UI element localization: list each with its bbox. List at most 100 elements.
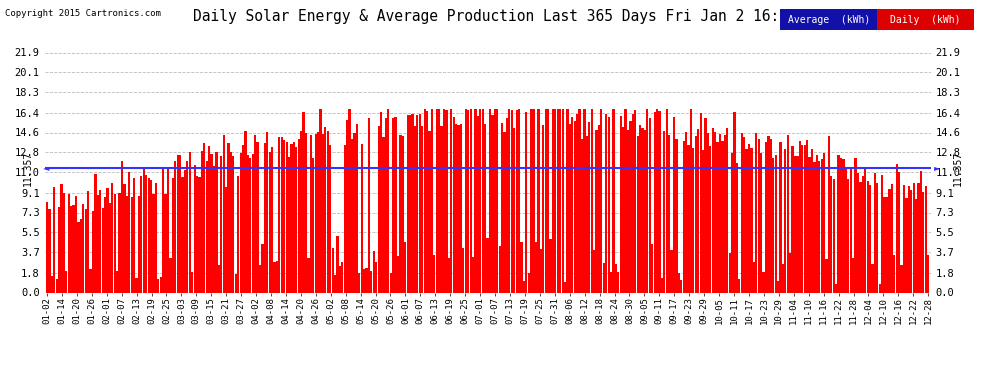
Bar: [131, 197, 133, 292]
Bar: [717, 142, 719, 292]
Bar: [215, 152, 218, 292]
Bar: [75, 196, 77, 292]
Bar: [632, 114, 634, 292]
Bar: [426, 111, 428, 292]
Bar: [247, 155, 249, 292]
Bar: [813, 162, 816, 292]
Bar: [402, 136, 404, 292]
Bar: [700, 113, 702, 292]
Bar: [181, 177, 184, 292]
Bar: [849, 168, 851, 292]
Bar: [588, 122, 590, 292]
Bar: [508, 109, 511, 292]
Bar: [767, 136, 769, 292]
Bar: [431, 109, 433, 292]
Bar: [370, 271, 372, 292]
Bar: [923, 192, 925, 292]
Bar: [707, 133, 709, 292]
Bar: [385, 118, 387, 292]
Bar: [538, 109, 540, 292]
Bar: [561, 109, 563, 292]
Bar: [179, 156, 181, 292]
Bar: [503, 132, 506, 292]
Bar: [317, 132, 319, 292]
Bar: [772, 158, 774, 292]
Bar: [87, 191, 89, 292]
Bar: [608, 117, 610, 292]
Bar: [496, 109, 498, 292]
Bar: [518, 109, 520, 292]
Bar: [220, 156, 223, 292]
Bar: [46, 202, 49, 292]
Bar: [327, 131, 329, 292]
Bar: [337, 236, 339, 292]
Bar: [409, 115, 411, 292]
Bar: [864, 168, 866, 292]
Bar: [141, 176, 143, 292]
Bar: [350, 139, 353, 292]
Bar: [238, 176, 240, 292]
Bar: [796, 156, 799, 292]
Bar: [390, 273, 392, 292]
Bar: [762, 272, 764, 292]
Bar: [322, 134, 324, 292]
Bar: [573, 121, 576, 292]
Bar: [782, 264, 784, 292]
Bar: [784, 149, 786, 292]
Bar: [861, 176, 864, 292]
Bar: [826, 259, 828, 292]
Bar: [149, 180, 152, 292]
Bar: [382, 137, 384, 292]
Bar: [259, 265, 261, 292]
Bar: [109, 203, 111, 292]
Bar: [755, 133, 757, 292]
Bar: [828, 136, 830, 292]
Bar: [421, 126, 424, 292]
Bar: [506, 118, 508, 292]
Bar: [581, 138, 583, 292]
Bar: [642, 128, 644, 292]
Bar: [184, 170, 186, 292]
Bar: [67, 194, 70, 292]
Bar: [293, 142, 295, 292]
Text: Daily Solar Energy & Average Production Last 365 Days Fri Jan 2 16:24: Daily Solar Energy & Average Production …: [193, 9, 797, 24]
Bar: [447, 258, 449, 292]
Bar: [704, 118, 707, 292]
Bar: [119, 193, 121, 292]
Bar: [414, 126, 416, 292]
Bar: [617, 272, 620, 292]
Bar: [918, 183, 920, 292]
Bar: [668, 135, 670, 292]
Bar: [544, 109, 546, 292]
Bar: [630, 122, 632, 292]
Bar: [903, 185, 905, 292]
Bar: [598, 126, 600, 292]
Bar: [469, 109, 472, 292]
Bar: [747, 144, 750, 292]
Bar: [332, 248, 334, 292]
Bar: [441, 126, 443, 292]
Bar: [603, 263, 605, 292]
Bar: [429, 131, 431, 292]
Bar: [625, 109, 627, 292]
Bar: [203, 143, 206, 292]
Bar: [591, 109, 593, 292]
Bar: [801, 145, 804, 292]
Bar: [888, 189, 891, 292]
Bar: [412, 114, 414, 292]
Bar: [840, 158, 842, 292]
Bar: [620, 117, 622, 292]
Text: Copyright 2015 Cartronics.com: Copyright 2015 Cartronics.com: [5, 9, 160, 18]
Bar: [80, 219, 82, 292]
Bar: [251, 154, 253, 292]
Bar: [281, 137, 283, 292]
Bar: [622, 128, 625, 292]
Bar: [392, 118, 394, 292]
Bar: [673, 117, 675, 292]
Bar: [254, 135, 256, 292]
Bar: [387, 109, 389, 292]
Bar: [774, 155, 777, 292]
Bar: [228, 143, 230, 292]
Bar: [789, 253, 791, 292]
Bar: [174, 161, 176, 292]
